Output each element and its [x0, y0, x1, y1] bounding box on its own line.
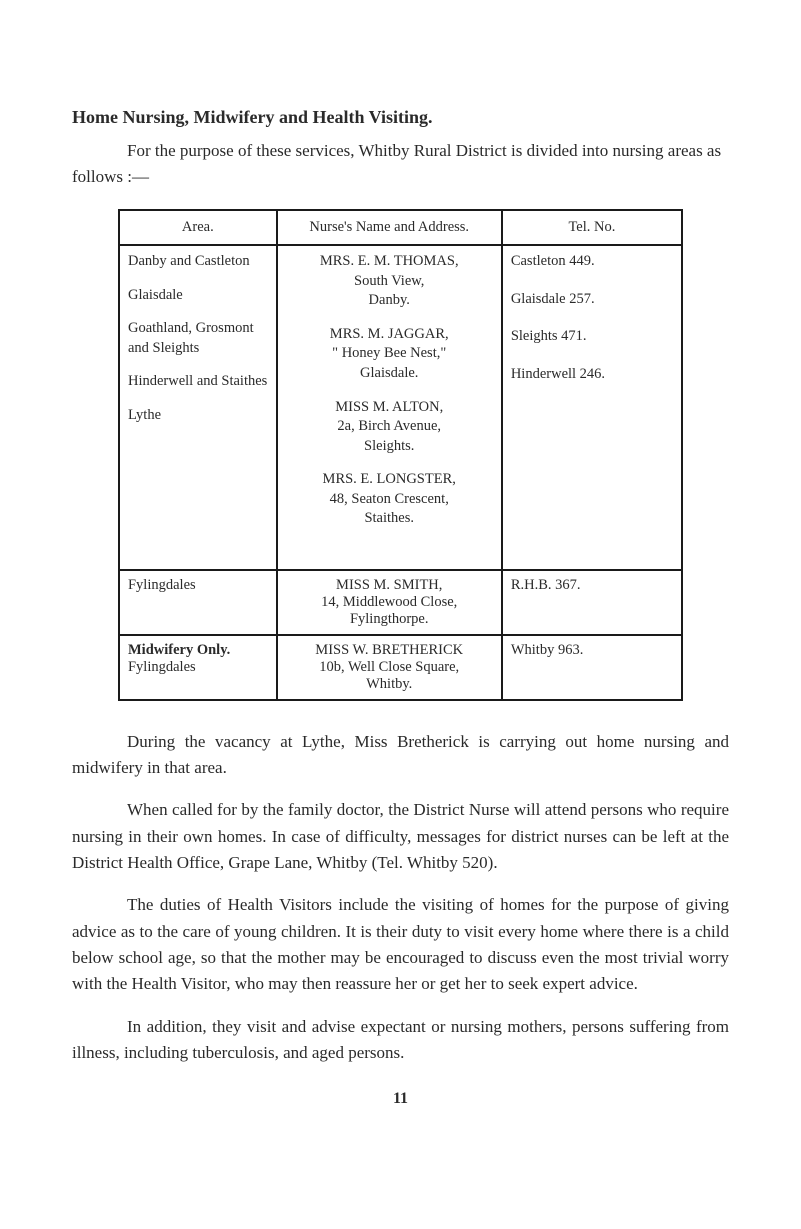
nurse-name: MRS. E. LONGSTER, — [286, 470, 493, 490]
table-row: Fylingdales MISS M. SMITH, 14, Middlewoo… — [119, 570, 682, 635]
nurse-addr: 14, Middlewood Close, — [286, 594, 493, 611]
tel-value: R.H.B. 367. — [511, 577, 673, 594]
nurse-name: MISS M. ALTON, — [286, 398, 493, 418]
col-header-area: Area. — [119, 210, 277, 245]
body-paragraph: The duties of Health Visitors include th… — [72, 892, 729, 997]
tel-cell: Whitby 963. — [502, 635, 682, 700]
nurse-addr: Danby. — [286, 291, 493, 311]
tel-value: Whitby 963. — [511, 642, 673, 659]
tel-value: Sleights 471. — [511, 327, 673, 347]
tel-value: Glaisdale 257. — [511, 290, 673, 310]
nurse-cell: MISS M. SMITH, 14, Middlewood Close, Fyl… — [277, 570, 502, 635]
body-paragraph: When called for by the family doctor, th… — [72, 797, 729, 876]
document-page: Home Nursing, Midwifery and Health Visit… — [0, 0, 801, 1158]
nurse-addr: Sleights. — [286, 437, 493, 457]
area-name: Fylingdales — [128, 659, 268, 676]
nurse-addr: 10b, Well Close Square, — [286, 659, 493, 676]
area-name: Hinderwell and Staithes — [128, 372, 268, 392]
nurse-addr: 2a, Birch Avenue, — [286, 417, 493, 437]
nurse-cell: MRS. E. M. THOMAS, South View, Danby. MR… — [277, 245, 502, 569]
nurse-addr: Fylingthorpe. — [286, 611, 493, 628]
tel-cell: R.H.B. 367. — [502, 570, 682, 635]
nurse-addr: South View, — [286, 272, 493, 292]
nurse-addr: Staithes. — [286, 509, 493, 529]
area-cell: Midwifery Only. Fylingdales — [119, 635, 277, 700]
nurse-addr: Glaisdale. — [286, 364, 493, 384]
area-name: Goathland, Grosmont and Sleights — [128, 319, 268, 358]
tel-cell: Castleton 449. Glaisdale 257. Sleights 4… — [502, 245, 682, 569]
nurse-cell: MISS W. BRETHERICK 10b, Well Close Squar… — [277, 635, 502, 700]
table-row: Midwifery Only. Fylingdales MISS W. BRET… — [119, 635, 682, 700]
area-name: Lythe — [128, 406, 268, 426]
body-paragraph: In addition, they visit and advise expec… — [72, 1014, 729, 1067]
section-heading: Home Nursing, Midwifery and Health Visit… — [72, 105, 729, 130]
page-number: 11 — [72, 1090, 729, 1108]
nurse-addr: 48, Seaton Crescent, — [286, 490, 493, 510]
area-name: Danby and Castleton — [128, 252, 268, 272]
tel-value: Castleton 449. — [511, 252, 673, 272]
area-cell: Fylingdales — [119, 570, 277, 635]
area-cell: Danby and Castleton Glaisdale Goathland,… — [119, 245, 277, 569]
area-name: Fylingdales — [128, 577, 268, 594]
nurse-addr: " Honey Bee Nest," — [286, 344, 493, 364]
nursing-areas-table: Area. Nurse's Name and Address. Tel. No.… — [118, 209, 683, 700]
intro-paragraph: For the purpose of these services, Whitb… — [72, 138, 729, 189]
table-header-row: Area. Nurse's Name and Address. Tel. No. — [119, 210, 682, 245]
nurse-name: MRS. E. M. THOMAS, — [286, 252, 493, 272]
body-paragraph: During the vacancy at Lythe, Miss Brethe… — [72, 729, 729, 782]
nurse-name: MISS M. SMITH, — [286, 577, 493, 594]
tel-value: Hinderwell 246. — [511, 365, 673, 385]
nurse-name: MRS. M. JAGGAR, — [286, 325, 493, 345]
col-header-nurse: Nurse's Name and Address. — [277, 210, 502, 245]
nurse-name: MISS W. BRETHERICK — [286, 642, 493, 659]
table-row: Danby and Castleton Glaisdale Goathland,… — [119, 245, 682, 569]
area-name: Glaisdale — [128, 286, 268, 306]
area-name-midwifery: Midwifery Only. — [128, 642, 268, 659]
col-header-tel: Tel. No. — [502, 210, 682, 245]
nurse-addr: Whitby. — [286, 676, 493, 693]
